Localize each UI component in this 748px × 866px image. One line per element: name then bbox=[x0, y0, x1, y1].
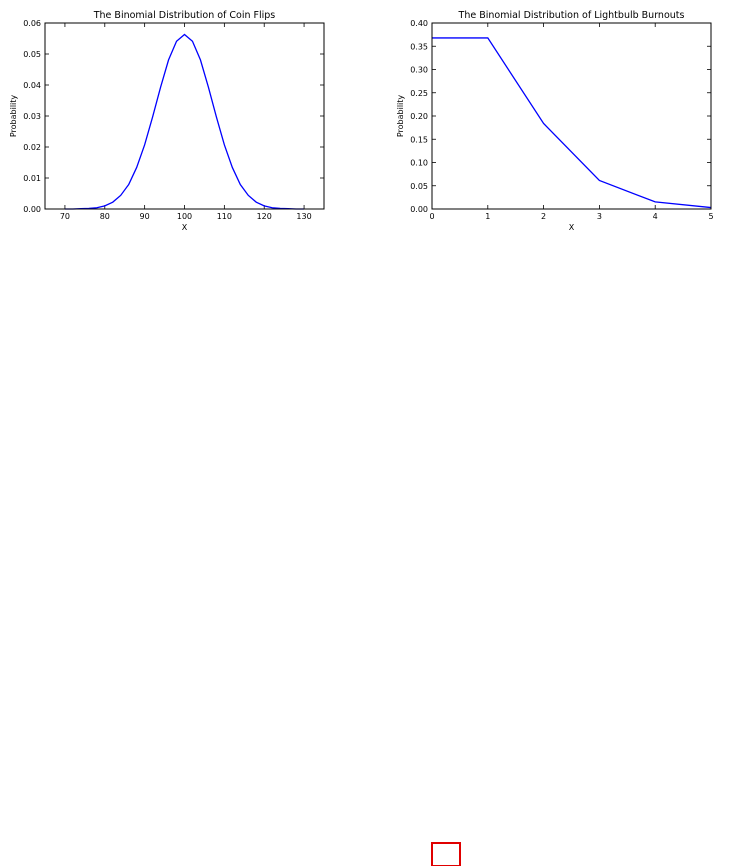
y-tick-label: 0.20 bbox=[410, 112, 428, 121]
y-tick-label: 0.04 bbox=[23, 81, 41, 90]
y-tick-label: 0.15 bbox=[410, 135, 428, 144]
y-axis-label: Probability bbox=[396, 95, 405, 138]
y-tick-label: 0.02 bbox=[23, 143, 41, 152]
x-tick-label: 110 bbox=[217, 212, 232, 221]
x-tick-label: 0 bbox=[429, 212, 434, 221]
y-tick-label: 0.05 bbox=[23, 50, 41, 59]
y-tick-label: 0.00 bbox=[23, 205, 41, 214]
y-tick-label: 0.25 bbox=[410, 89, 428, 98]
y-tick-label: 0.35 bbox=[410, 42, 428, 51]
x-tick-label: 120 bbox=[257, 212, 272, 221]
x-tick-label: 5 bbox=[708, 212, 713, 221]
chart-title: The Binomial Distribution of Coin Flips bbox=[93, 10, 276, 21]
x-tick-label: 80 bbox=[100, 212, 110, 221]
y-tick-label: 0.06 bbox=[23, 19, 41, 28]
x-tick-label: 4 bbox=[653, 212, 658, 221]
y-tick-label: 0.10 bbox=[410, 159, 428, 168]
x-tick-label: 100 bbox=[177, 212, 192, 221]
x-axis-label: X bbox=[569, 223, 575, 232]
red-box bbox=[431, 842, 461, 866]
y-tick-label: 0.00 bbox=[410, 205, 428, 214]
y-axis-label: Probability bbox=[9, 95, 18, 138]
x-tick-label: 2 bbox=[541, 212, 546, 221]
chart-title: The Binomial Distribution of Lightbulb B… bbox=[458, 10, 685, 21]
y-tick-label: 0.01 bbox=[23, 174, 41, 183]
y-tick-label: 0.40 bbox=[410, 19, 428, 28]
line bbox=[432, 37, 712, 209]
y-tick-label: 0.30 bbox=[410, 66, 428, 75]
x-tick-label: 90 bbox=[140, 212, 150, 221]
x-tick-label: 70 bbox=[60, 212, 70, 221]
x-tick-label: 3 bbox=[597, 212, 602, 221]
y-tick-label: 0.05 bbox=[410, 182, 428, 191]
plot-frame bbox=[44, 22, 325, 210]
line bbox=[64, 33, 305, 210]
y-tick-label: 0.03 bbox=[23, 112, 41, 121]
x-tick-label: 1 bbox=[485, 212, 490, 221]
plot-frame bbox=[431, 22, 712, 210]
x-tick-label: 130 bbox=[296, 212, 311, 221]
x-axis-label: X bbox=[182, 223, 188, 232]
